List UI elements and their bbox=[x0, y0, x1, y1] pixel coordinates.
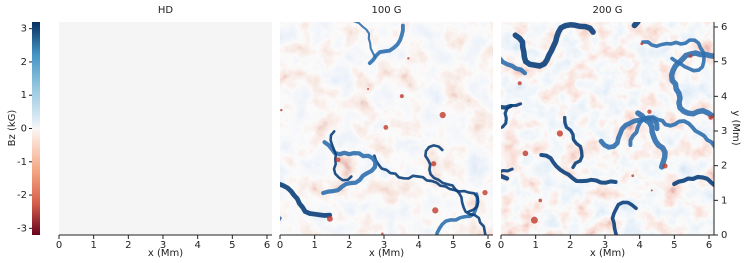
x-tick-label: 4 bbox=[415, 240, 421, 251]
red-spot bbox=[650, 189, 653, 192]
flux-lane bbox=[434, 192, 480, 235]
x-tick-label: 1 bbox=[311, 240, 317, 251]
x-tick-label: 2 bbox=[567, 240, 573, 251]
flux-lane bbox=[512, 22, 596, 69]
x-tick-label: 3 bbox=[381, 240, 387, 251]
red-spot bbox=[326, 215, 333, 222]
red-spot bbox=[383, 124, 389, 130]
colorbar-tick-label: -1 bbox=[17, 157, 27, 168]
panel-title: 100 G bbox=[371, 5, 401, 16]
flux-lane bbox=[563, 115, 584, 170]
x-axis-label: x (Mm) bbox=[148, 248, 183, 259]
x-tick-label: 6 bbox=[264, 240, 270, 251]
field bbox=[59, 22, 272, 235]
colorbar-tick-label: 1 bbox=[21, 90, 27, 101]
heatmap bbox=[59, 22, 272, 235]
x-tick-label: 1 bbox=[532, 240, 538, 251]
red-spot bbox=[432, 207, 439, 214]
field bbox=[501, 22, 714, 235]
panel-title: HD bbox=[158, 5, 174, 16]
x-tick-label: 5 bbox=[229, 240, 235, 251]
flux-lane bbox=[672, 174, 714, 189]
x-tick-label: 5 bbox=[450, 240, 456, 251]
red-spot bbox=[530, 216, 538, 224]
x-tick-label: 6 bbox=[706, 240, 712, 251]
flux-lane bbox=[610, 200, 638, 235]
y-tick-label: 4 bbox=[721, 91, 727, 102]
flux-lane bbox=[631, 22, 641, 29]
flux-lane bbox=[501, 102, 523, 174]
y-tick-label: 1 bbox=[721, 195, 727, 206]
red-spot bbox=[381, 232, 384, 235]
x-tick-label: 3 bbox=[160, 240, 166, 251]
heatmap bbox=[280, 22, 493, 235]
flux-lane bbox=[321, 140, 378, 196]
y-tick-label: 6 bbox=[721, 22, 727, 33]
x-tick-label: 3 bbox=[602, 240, 608, 251]
x-tick-label: 6 bbox=[485, 240, 491, 251]
y-tick-label: 0 bbox=[721, 230, 727, 241]
red-spot bbox=[335, 157, 341, 163]
y-axis-label: y (Mm) bbox=[730, 110, 741, 145]
flux-lane bbox=[641, 38, 706, 73]
x-tick-label: 5 bbox=[671, 240, 677, 251]
x-tick-label: 0 bbox=[56, 240, 62, 251]
x-tick-label: 0 bbox=[277, 240, 283, 251]
flux-lane bbox=[353, 22, 377, 59]
red-spot bbox=[482, 189, 488, 196]
y-tick-label: 2 bbox=[721, 161, 727, 172]
red-spot bbox=[517, 81, 522, 86]
x-tick-label: 4 bbox=[194, 240, 200, 251]
colorbar bbox=[32, 22, 40, 235]
x-tick-label: 2 bbox=[125, 240, 131, 251]
red-spot bbox=[688, 54, 693, 58]
red-spot bbox=[399, 94, 404, 99]
colorbar-label: Bz (kG) bbox=[7, 110, 18, 147]
colorbar-tick-label: -3 bbox=[17, 223, 27, 234]
red-spot bbox=[280, 108, 283, 112]
red-spot bbox=[407, 57, 410, 60]
flux-lane bbox=[539, 152, 618, 185]
x-tick-label: 4 bbox=[636, 240, 642, 251]
red-spot bbox=[708, 115, 714, 120]
flux-lane bbox=[329, 130, 353, 182]
colorbar-tick-label: 3 bbox=[21, 24, 27, 35]
colorbar-tick-label: 0 bbox=[21, 124, 27, 135]
x-axis-label: x (Mm) bbox=[590, 248, 625, 259]
red-spot bbox=[367, 87, 370, 90]
x-tick-label: 2 bbox=[346, 240, 352, 251]
flux-lane bbox=[373, 154, 480, 214]
colorbar-tick-label: -2 bbox=[17, 190, 27, 201]
x-tick-label: 0 bbox=[498, 240, 504, 251]
red-spot bbox=[439, 111, 446, 119]
flux-lane bbox=[424, 144, 487, 235]
flux-lane bbox=[501, 56, 528, 76]
x-tick-label: 1 bbox=[90, 240, 96, 251]
red-spot bbox=[640, 42, 644, 46]
y-tick-label: 5 bbox=[721, 57, 727, 68]
x-axis-label: x (Mm) bbox=[369, 248, 404, 259]
red-spot bbox=[662, 163, 668, 169]
red-spot bbox=[647, 109, 652, 114]
red-spot bbox=[631, 174, 635, 178]
red-spot bbox=[522, 150, 529, 157]
flux-lane bbox=[668, 50, 714, 119]
red-spot bbox=[431, 161, 437, 167]
colorbar-tick-label: 2 bbox=[21, 57, 27, 68]
y-tick-label: 3 bbox=[721, 126, 727, 137]
flux-lane bbox=[628, 115, 714, 151]
flux-lane bbox=[367, 23, 405, 66]
red-spot bbox=[538, 198, 543, 203]
red-spot bbox=[556, 130, 563, 137]
heatmap bbox=[501, 22, 714, 235]
flux-lane bbox=[280, 181, 333, 218]
panel-title: 200 G bbox=[592, 5, 622, 16]
